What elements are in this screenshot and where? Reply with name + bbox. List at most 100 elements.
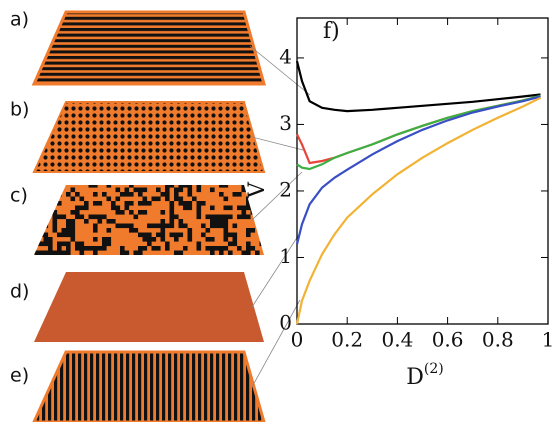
texture-block [228,206,233,211]
texture-block [197,206,202,211]
texture-block [143,197,148,202]
texture-block [188,192,193,197]
texture-block [233,242,238,247]
texture-block [269,224,274,229]
texture-block [219,192,224,197]
texture-block [251,210,256,215]
texture-block [62,242,67,247]
texture-block [170,219,175,224]
texture-block [174,215,179,220]
texture-block [66,233,71,238]
texture-block [170,210,175,215]
texture-block [224,237,229,242]
texture-block [210,246,215,251]
texture-block [215,219,220,224]
texture-block [57,183,62,188]
texture-block [53,219,58,224]
texture-block [143,188,148,193]
texture-block [224,215,229,220]
texture-block [66,228,71,233]
texture-block [89,183,94,188]
texture-block [228,242,233,247]
panel-d [34,272,264,342]
texture-block [170,206,175,211]
texture-block [170,201,175,206]
texture-block [116,210,121,215]
texture-block [161,219,166,224]
texture-block [210,251,215,256]
texture-block [84,255,89,260]
texture-block [44,188,49,193]
texture-block [39,210,44,215]
texture-block [156,246,161,251]
texture-block [71,188,76,193]
texture-block [35,242,40,247]
texture-block [174,192,179,197]
texture-block [188,183,193,188]
texture-block [242,210,247,215]
y-tick-label: 3 [279,111,292,135]
texture-block [219,224,224,229]
texture-block [98,215,103,220]
texture-block [152,224,157,229]
texture-block [80,206,85,211]
texture-block [111,201,116,206]
texture-block [93,251,98,256]
texture-block [107,242,112,247]
texture-block [98,219,103,224]
texture-block [147,233,152,238]
texture-block [98,201,103,206]
texture-block [138,192,143,197]
texture-block [224,246,229,251]
texture-block [39,251,44,256]
texture-block [165,224,170,229]
panel-label: f) [323,19,340,44]
texture-block [107,219,112,224]
texture-block [102,237,107,242]
texture-block [57,215,62,220]
texture-block [93,228,98,233]
texture-block [188,201,193,206]
texture-block [143,233,148,238]
texture-block [174,237,179,242]
texture-block [147,201,152,206]
texture-block [183,183,188,188]
texture-block [44,210,49,215]
texture-block [80,255,85,260]
texture-block [165,192,170,197]
texture-block [210,188,215,193]
texture-block [71,210,76,215]
texture-block [48,246,53,251]
texture-block [143,246,148,251]
texture-block [107,197,112,202]
texture-block [233,192,238,197]
texture-block [138,210,143,215]
texture-block [80,215,85,220]
texture-block [161,233,166,238]
texture-block [170,215,175,220]
texture-block [215,224,220,229]
texture-block [165,197,170,202]
texture-block [89,246,94,251]
x-tick-label: 0.8 [482,328,514,352]
texture-block [57,233,62,238]
texture-block [269,251,274,256]
texture-block [53,192,58,197]
plot-frame [297,18,548,324]
texture-block [260,242,265,247]
texture-block [93,224,98,229]
texture-block [93,246,98,251]
texture-block [71,228,76,233]
texture-block [174,197,179,202]
texture-block [102,192,107,197]
texture-block [75,215,80,220]
texture-block [255,219,260,224]
texture-block [237,206,242,211]
texture-block [48,237,53,242]
texture-block [156,197,161,202]
texture-block [147,224,152,229]
texture-block [246,206,251,211]
texture-block [255,251,260,256]
texture-block [183,206,188,211]
texture-block [71,197,76,202]
